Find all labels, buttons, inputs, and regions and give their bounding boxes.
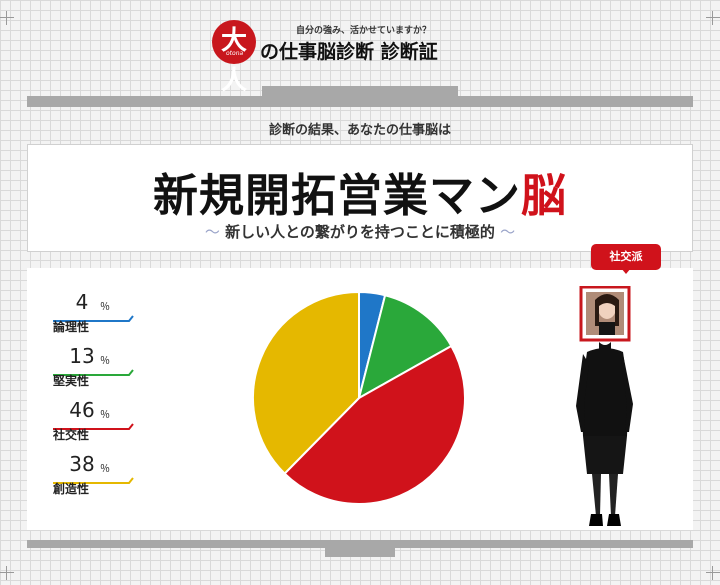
stat-unit: ％ (100, 410, 110, 421)
result-type-name: 新規開拓営業マン脳 (28, 159, 692, 224)
stat-value: 38 (69, 452, 95, 476)
logo-subtext: otona (226, 50, 244, 57)
stat-underline-icon (53, 369, 134, 376)
stat-unit: ％ (100, 356, 110, 367)
result-description: 〜 新しい人との繋がりを持つことに積極的 〜 (28, 221, 692, 242)
stat-label: 創造性 (53, 482, 90, 496)
stat-unit: ％ (100, 464, 110, 475)
stat-item: 13 ％ 堅実性 (53, 344, 137, 398)
stat-underline-icon (53, 423, 134, 430)
stat-item: 46 ％ 社交性 (53, 398, 137, 452)
stat-value: 4 (75, 290, 89, 314)
pie-slice (283, 344, 466, 505)
stat-label: 堅実性 (53, 374, 90, 388)
result-type-box: 新規開拓営業マン脳 〜 新しい人との繋がりを持つことに積極的 〜 (27, 144, 693, 252)
certificate-header: 大人 otona 自分の強み、活かせていますか？ の仕事脳診断 診断証 (212, 20, 512, 96)
header-bar-top (262, 86, 458, 96)
page-title: の仕事脳診断 診断証 (260, 41, 438, 63)
footer-bar (27, 540, 693, 548)
stat-underline-icon (53, 315, 134, 322)
crop-mark (0, 11, 14, 25)
description-text: 新しい人との繋がりを持つことに積極的 (225, 223, 495, 241)
pie-chart (252, 290, 466, 505)
badge-pointer (621, 268, 631, 274)
stat-label: 社交性 (53, 428, 90, 442)
type-name-suffix: 脳 (521, 169, 568, 222)
pie-slice (252, 290, 360, 475)
logo-kanji: 大人 (220, 26, 247, 96)
stat-value: 46 (69, 398, 95, 422)
tilde-right: 〜 (500, 223, 516, 241)
businesswoman-figure-icon (576, 286, 633, 526)
header-bar (27, 96, 693, 107)
intro-text: 診断の結果、あなたの仕事脳は (268, 123, 451, 138)
crop-mark (0, 566, 14, 580)
stat-item: 4 ％ 論理性 (53, 290, 137, 344)
tilde-left: 〜 (204, 223, 220, 241)
type-name-main: 新規開拓営業マン (152, 169, 521, 222)
stat-item: 38 ％ 創造性 (53, 452, 137, 506)
stat-unit: ％ (100, 302, 110, 313)
crop-mark (706, 11, 720, 25)
footer-bar-bottom (325, 548, 395, 557)
header-tagline: 自分の強み、活かせていますか？ (296, 26, 432, 36)
badge-label: 社交派 (591, 244, 661, 270)
otona-logo-icon: 大人 otona (212, 20, 256, 96)
pie-slice (357, 294, 453, 401)
personality-badge: 社交派 (591, 244, 661, 274)
stat-label: 論理性 (53, 320, 90, 334)
stat-value: 13 (69, 344, 95, 368)
stat-underline-icon (53, 477, 134, 484)
crop-mark (706, 566, 720, 580)
